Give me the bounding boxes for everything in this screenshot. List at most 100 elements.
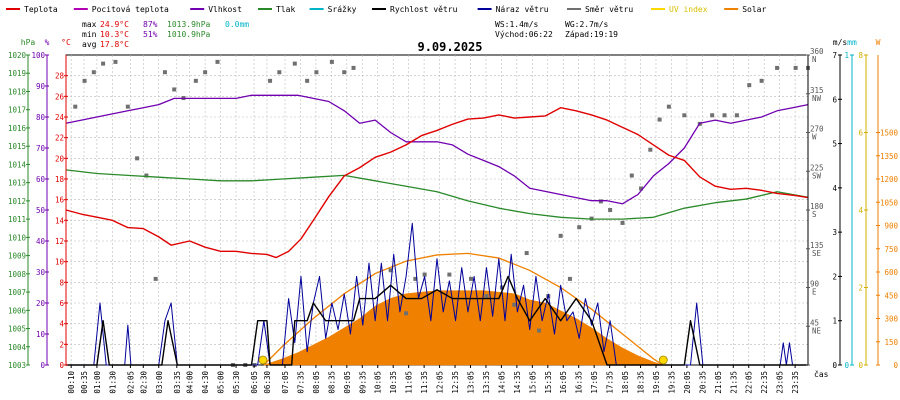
x-tick-label-29: 14:35: [513, 371, 522, 394]
x-tick-label-10: 05:00: [217, 371, 226, 394]
x-tick-label-36: 18:05: [621, 371, 630, 394]
chart-title: 9.09.2025: [417, 40, 482, 54]
solar-tick-label-3: 1050: [880, 198, 899, 207]
temperature-tick-label-0: 28: [55, 72, 65, 81]
temperature-unit: °C: [61, 38, 71, 47]
wind-dir-point-18: [268, 78, 273, 83]
wind-dir-point-0: [73, 104, 78, 109]
winddir-label-7: NE: [812, 326, 822, 335]
wind-dir-point-55: [747, 83, 752, 88]
winddir-value-0: 360: [810, 47, 824, 56]
x-tick-label-24: 12:05: [436, 371, 445, 394]
legend-label-3: Tlak: [276, 5, 295, 14]
wind-dir-point-23: [329, 59, 334, 64]
wind-dir-point-36: [537, 328, 542, 333]
humidity-tick-label-8: 20: [36, 299, 46, 308]
solar-tick-label-2: 1200: [880, 175, 899, 184]
temperature-tick-label-7: 14: [55, 216, 65, 225]
stats-max-press: 1013.9hPa: [167, 20, 211, 29]
stats-max-label: max: [82, 20, 97, 29]
temperature-tick-label-9: 10: [55, 258, 65, 267]
x-tick-label-28: 14:05: [497, 371, 506, 394]
rain-tick-label-0: 1: [844, 51, 849, 60]
wind-dir-point-31: [469, 276, 474, 281]
pressure-tick-label-15: 1005: [8, 325, 26, 334]
pressure-tick-label-16: 1004: [8, 343, 27, 352]
temperature-tick-label-5: 18: [55, 175, 65, 184]
winddir-value-6: 90: [810, 280, 820, 289]
temperature-tick-label-14: 0: [59, 361, 64, 370]
x-tick-label-27: 13:35: [482, 371, 491, 394]
wind-dir-point-44: [620, 220, 625, 225]
pressure-tick-label-0: 1020: [8, 51, 27, 60]
humidity-tick-label-0: 100: [31, 51, 45, 60]
x-tick-label-14: 07:05: [281, 371, 290, 394]
wind-speed-avg: WS:1.4m/s: [495, 20, 539, 29]
x-tick-label-17: 08:35: [327, 371, 336, 394]
x-tick-label-34: 17:05: [590, 371, 599, 394]
legend-label-7: Směr větru: [585, 5, 633, 14]
legend-label-0: Teplota: [24, 5, 58, 14]
stats-min-label: min: [82, 30, 97, 39]
wind-dir-point-3: [101, 61, 106, 66]
rain-tick-label-1: 0: [844, 361, 849, 370]
x-tick-label-8: 04:00: [186, 371, 195, 394]
wind-dir-point-53: [722, 113, 727, 118]
winddir-label-4: S: [812, 210, 817, 219]
stats-min-hum: 51%: [143, 30, 158, 39]
wind-dir-point-46: [639, 186, 644, 191]
x-tick-label-38: 19:05: [652, 371, 661, 394]
winddir-label-1: NW: [812, 94, 822, 103]
solar-tick-label-0: 1500: [880, 129, 899, 138]
wind-dir-point-52: [710, 113, 715, 118]
wind-dir-point-30: [447, 272, 452, 277]
wind-dir-point-19: [277, 70, 282, 75]
x-tick-label-15: 07:35: [296, 371, 305, 394]
pressure-tick-label-7: 1013: [8, 179, 26, 188]
windspeed-unit: m/s: [833, 38, 848, 47]
x-tick-label-44: 22:05: [745, 371, 754, 394]
legend-label-4: Srážky: [328, 5, 357, 14]
pressure-tick-label-10: 1010: [8, 233, 27, 242]
wind-dir-point-35: [524, 251, 529, 256]
x-tick-label-20: 10:05: [374, 371, 383, 394]
sunset-marker: [658, 355, 668, 365]
x-axis-label: čas: [814, 369, 829, 379]
windspeed-tick-label-7: 0: [832, 361, 837, 370]
x-tick-label-37: 18:35: [637, 371, 646, 394]
pressure-tick-label-14: 1006: [8, 306, 27, 315]
pressure-tick-label-4: 1016: [8, 124, 27, 133]
wind-dir-point-21: [305, 78, 310, 83]
pressure-tick-label-1: 1019: [8, 69, 26, 78]
windspeed-tick-label-6: 1: [832, 317, 837, 326]
wind-dir-point-25: [351, 65, 356, 70]
x-tick-label-40: 20:05: [683, 371, 692, 394]
temperature-tick-label-10: 8: [59, 278, 64, 287]
legend-label-8: UV index: [669, 5, 708, 14]
wind-dir-point-13: [203, 70, 208, 75]
windspeed-tick-label-0: 7: [832, 51, 837, 60]
stats-min-press: 1010.9hPa: [167, 30, 211, 39]
winddir-label-6: E: [812, 288, 817, 297]
axes: 00:10 00:35 01:00 01:30 02:05 02:30 03:00 03:35…: [8, 38, 899, 394]
pressure-tick-label-17: 1003: [8, 361, 26, 370]
uv-tick-label-4: 0: [858, 361, 863, 370]
wind-dir-point-20: [292, 61, 297, 66]
windspeed-tick-label-1: 6: [832, 95, 837, 104]
temperature-tick-label-13: 2: [59, 340, 64, 349]
humidity-unit: %: [45, 38, 50, 47]
legend-label-6: Náraz větru: [496, 5, 549, 14]
solar-max-line: [263, 252, 664, 366]
uv-tick-label-1: 6: [858, 129, 863, 138]
temperature-tick-label-1: 26: [55, 92, 65, 101]
temperature-line: [65, 106, 809, 259]
wind-speed-line: [66, 275, 808, 366]
x-tick-label-5: 02:30: [139, 371, 148, 394]
x-tick-label-32: 16:05: [559, 371, 568, 394]
windspeed-tick-label-3: 4: [832, 184, 837, 193]
temperature-tick-label-11: 6: [59, 299, 64, 308]
wind-dir-point-42: [598, 199, 603, 204]
pressure-tick-label-5: 1015: [8, 142, 26, 151]
windspeed-tick-label-2: 5: [832, 140, 837, 149]
